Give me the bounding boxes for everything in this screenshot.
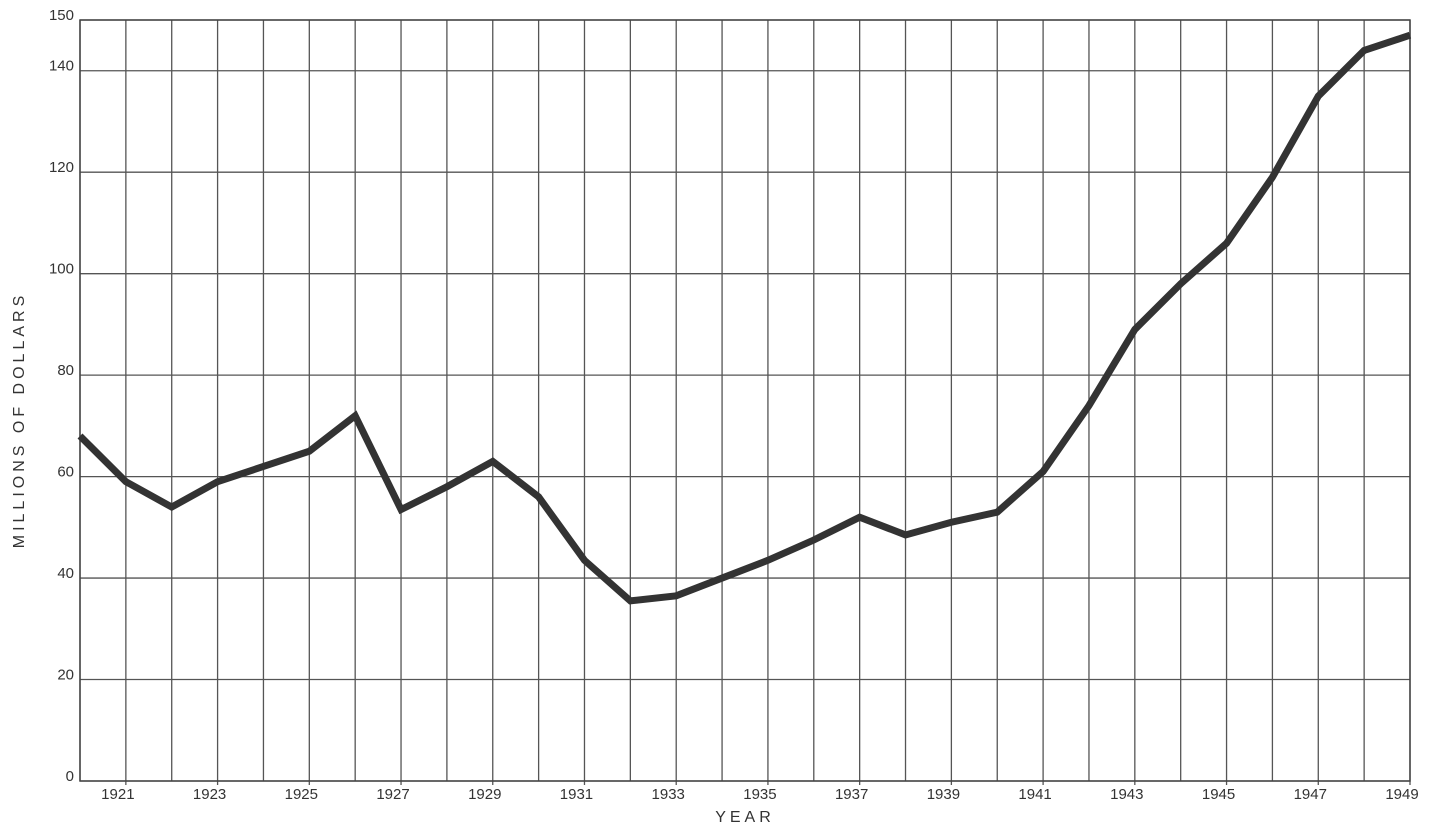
x-tick-label: 1929 xyxy=(468,786,501,803)
x-tick-label: 1947 xyxy=(1294,786,1327,803)
y-tick-label: 20 xyxy=(57,667,74,684)
y-axis-title: MILLIONS OF DOLLARS xyxy=(11,292,28,549)
x-tick-label: 1939 xyxy=(927,786,960,803)
x-tick-label: 1949 xyxy=(1385,786,1418,803)
y-tick-label: 0 xyxy=(66,768,74,785)
x-tick-label: 1945 xyxy=(1202,786,1235,803)
y-tick-label: 80 xyxy=(57,362,74,379)
chart: YEAR MILLIONS OF DOLLARS 0 20 40 60 80 100 120… xyxy=(0,0,1430,829)
y-tick-label: 100 xyxy=(49,261,74,278)
x-tick-label: 1927 xyxy=(376,786,409,803)
y-tick-label: 60 xyxy=(57,464,74,481)
x-tick-label: 1937 xyxy=(835,786,868,803)
x-tick-label: 1925 xyxy=(285,786,318,803)
x-tick-label: 1935 xyxy=(743,786,776,803)
y-tick-label: 140 xyxy=(49,58,74,75)
x-tick-label: 1921 xyxy=(101,786,134,803)
x-tick-label: 1941 xyxy=(1018,786,1051,803)
y-tick-label: 150 xyxy=(49,7,74,24)
x-tick-label: 1943 xyxy=(1110,786,1143,803)
x-tick-label: 1931 xyxy=(560,786,593,803)
y-tick-label: 120 xyxy=(49,159,74,176)
x-tick-label: 1933 xyxy=(652,786,685,803)
y-tick-label: 40 xyxy=(57,565,74,582)
x-tick-label: 1923 xyxy=(193,786,226,803)
x-axis-title: YEAR xyxy=(715,809,775,826)
data-line xyxy=(80,35,1410,601)
plot-frame xyxy=(80,20,1410,781)
